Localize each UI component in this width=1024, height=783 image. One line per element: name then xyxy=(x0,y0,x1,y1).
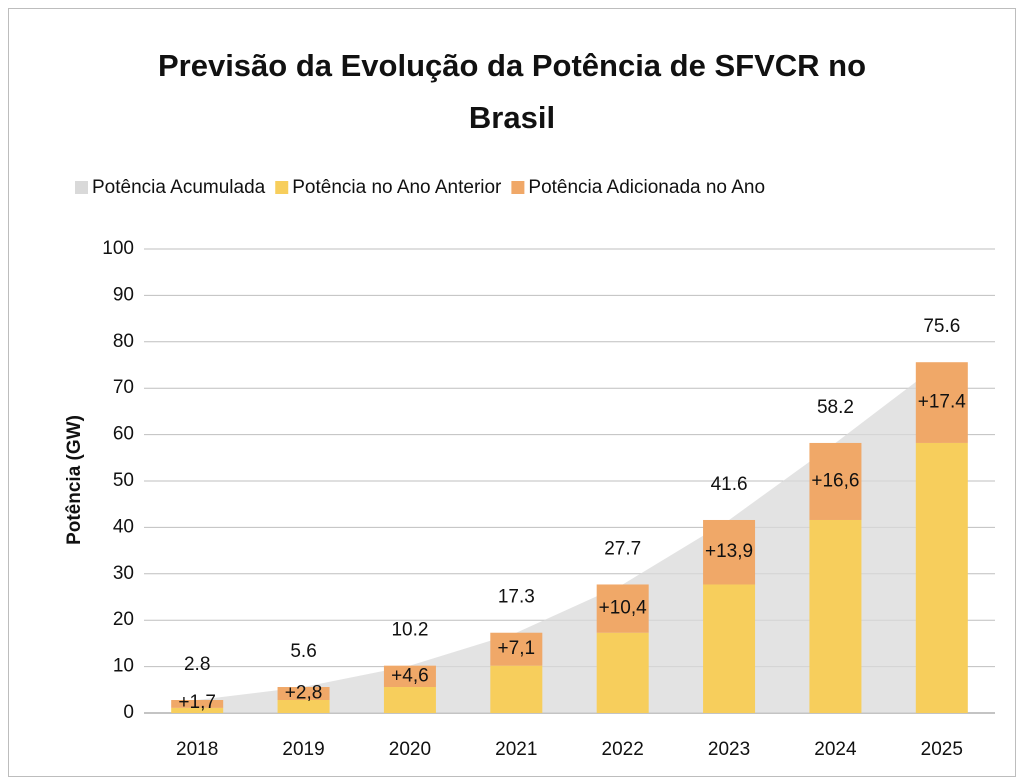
y-tick-label: 90 xyxy=(113,284,134,305)
x-tick-label: 2021 xyxy=(495,739,537,760)
data-label: +7,1 xyxy=(498,638,536,659)
total-label: 41.6 xyxy=(711,474,748,495)
chart-frame xyxy=(8,8,1016,777)
bar-segment xyxy=(703,519,756,585)
chart-title: Previsão da Evolução da Potência de SFVC… xyxy=(157,48,867,135)
data-label: +1,7 xyxy=(178,692,216,713)
bar-segment xyxy=(596,584,649,633)
x-tick-label: 2022 xyxy=(602,739,644,760)
x-tick-label: 2019 xyxy=(282,739,324,760)
bar-segment xyxy=(277,700,330,713)
total-label: 17.3 xyxy=(498,587,535,608)
bar-segment xyxy=(171,707,224,713)
legend-label: Potência Acumulada xyxy=(92,177,266,198)
y-tick-label: 100 xyxy=(102,238,134,259)
x-tick-label: 2025 xyxy=(921,739,963,760)
total-label: 58.2 xyxy=(817,397,854,418)
bar-segment xyxy=(171,700,224,708)
x-tick-label: 2018 xyxy=(176,739,218,760)
y-tick-label: 80 xyxy=(113,331,134,352)
bar-segment xyxy=(809,442,862,520)
total-label: 5.6 xyxy=(290,641,316,662)
data-label: +16,6 xyxy=(811,470,859,491)
total-label: 10.2 xyxy=(391,620,428,641)
y-tick-label: 10 xyxy=(113,656,134,677)
legend-swatch xyxy=(511,181,525,194)
bar-segment xyxy=(490,665,543,713)
bar-segment xyxy=(490,632,543,666)
total-label: 75.6 xyxy=(923,316,960,337)
y-tick-label: 70 xyxy=(113,377,134,398)
data-label: +2,8 xyxy=(285,683,323,704)
bar-segment xyxy=(915,442,968,713)
data-label: +4,6 xyxy=(391,665,429,686)
bar-segment xyxy=(809,519,862,713)
legend-swatch xyxy=(75,181,88,194)
y-tick-label: 0 xyxy=(123,702,134,723)
data-label: +17.4 xyxy=(918,392,967,413)
y-axis-label: Potência (GW) xyxy=(64,415,85,545)
bar-segment xyxy=(277,687,330,701)
bar-segment xyxy=(596,632,649,713)
y-tick-label: 60 xyxy=(113,424,134,445)
y-tick-label: 50 xyxy=(113,470,134,491)
x-tick-label: 2024 xyxy=(814,739,857,760)
total-label: 2.8 xyxy=(184,654,210,675)
x-tick-label: 2020 xyxy=(389,739,431,760)
legend-label: Potência no Ano Anterior xyxy=(292,177,502,198)
y-tick-label: 20 xyxy=(113,609,134,630)
legend-swatch xyxy=(275,181,289,194)
legend-label: Potência Adicionada no Ano xyxy=(528,177,765,198)
bar-segment xyxy=(915,362,968,443)
data-label: +13,9 xyxy=(705,541,753,562)
y-tick-label: 40 xyxy=(113,516,134,537)
area xyxy=(197,362,942,713)
bar-segment xyxy=(703,584,756,713)
total-label: 27.7 xyxy=(604,538,641,559)
y-tick-label: 30 xyxy=(113,563,134,584)
bar-segment xyxy=(383,687,436,713)
data-label: +10,4 xyxy=(599,598,648,619)
bar-segment xyxy=(383,665,436,688)
x-tick-label: 2023 xyxy=(708,739,750,760)
